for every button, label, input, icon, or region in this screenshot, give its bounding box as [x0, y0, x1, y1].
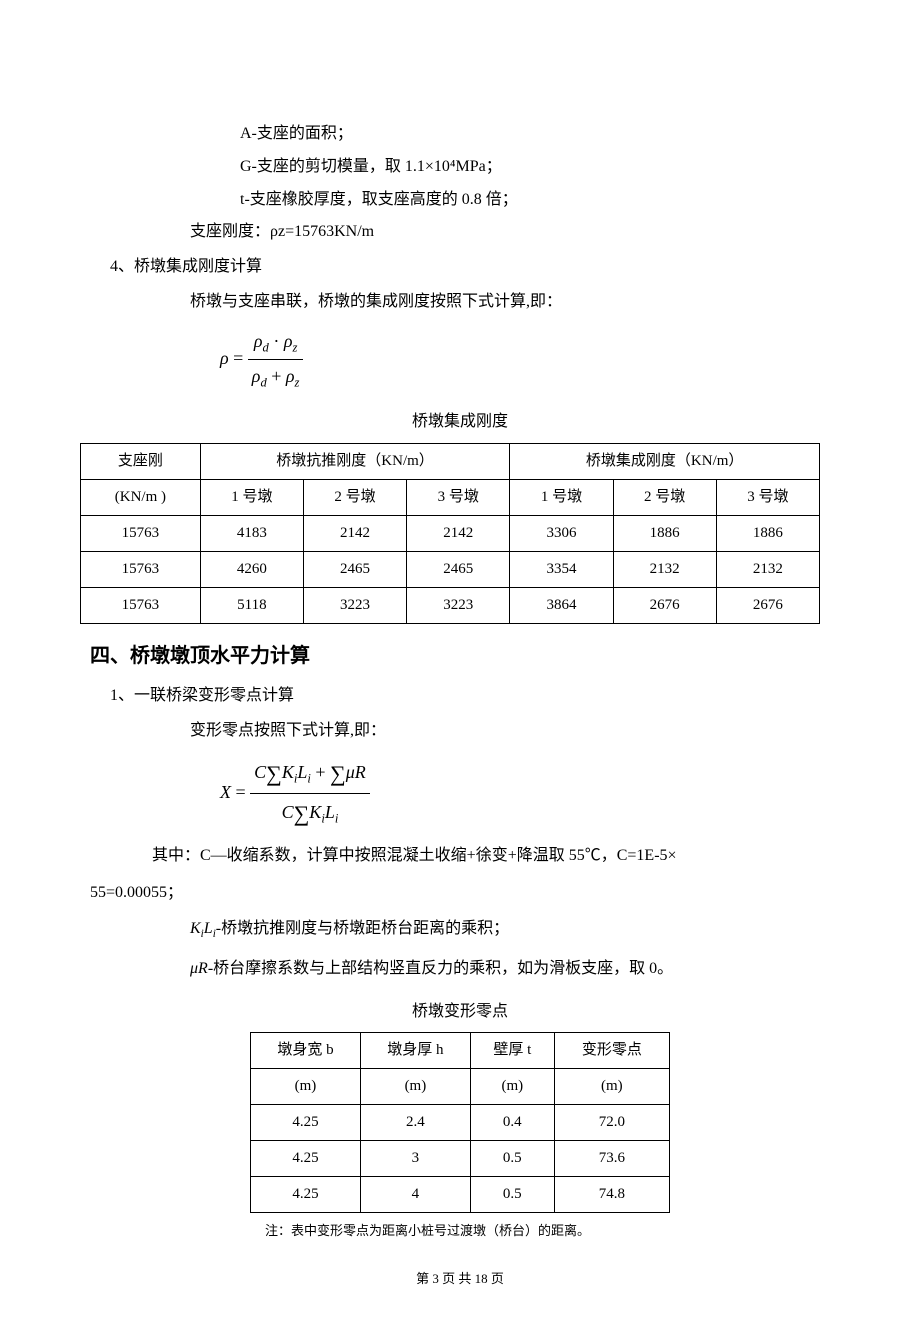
definition-t: t-支座橡胶厚度，取支座高度的 0.8 倍；: [90, 186, 830, 215]
t1-pier3a: 3 号墩: [407, 480, 510, 516]
t1-pier2a: 2 号墩: [303, 480, 406, 516]
table-row: 4.25 2.4 0.4 72.0: [251, 1105, 670, 1141]
t1-pier3b: 3 号墩: [716, 480, 819, 516]
table1-title: 桥墩集成刚度: [90, 408, 830, 437]
t1-pier1b: 1 号墩: [510, 480, 613, 516]
table-row: 15763 4183 2142 2142 3306 1886 1886: [81, 516, 820, 552]
stiffness-value: 支座刚度：ρz=15763KN/m: [90, 218, 830, 247]
t1-header-push: 桥墩抗推刚度（KN/m）: [200, 444, 510, 480]
t1-header-integrated: 桥墩集成刚度（KN/m）: [510, 444, 820, 480]
formula-x: X = C∑KiLi + ∑μR C∑KiLi: [90, 754, 830, 834]
t2-h2: 墩身厚 h: [360, 1033, 470, 1069]
t2-h3: 壁厚 t: [470, 1033, 554, 1069]
t2-u3: (m): [470, 1069, 554, 1105]
t2-h4: 变形零点: [554, 1033, 669, 1069]
section-4-title: 4、桥墩集成刚度计算: [90, 253, 830, 282]
heading-4: 四、桥墩墩顶水平力计算: [90, 638, 830, 674]
formula-rho: ρ = ρd · ρz ρd + ρz: [90, 325, 830, 395]
page-footer: 第 3 页 共 18 页: [90, 1267, 830, 1290]
table-row: 15763 5118 3223 3223 3864 2676 2676: [81, 588, 820, 624]
table-row: 15763 4260 2465 2465 3354 2132 2132: [81, 552, 820, 588]
explain-c-p1: 其中：C—收缩系数，计算中按照混凝土收缩+徐变+降温取 55℃，C=1E-5×: [90, 842, 830, 871]
table-row: 4.25 4 0.5 74.8: [251, 1177, 670, 1213]
explain-kl: KiLi-桥墩抗推刚度与桥墩距桥台距离的乘积；: [90, 915, 830, 944]
definition-g: G-支座的剪切模量，取 1.1×10⁴MPa；: [90, 153, 830, 182]
stiffness-table: 支座刚 桥墩抗推刚度（KN/m） 桥墩集成刚度（KN/m） (KN/m ) 1 …: [80, 443, 820, 624]
t1-header-support: 支座刚: [81, 444, 201, 480]
t1-pier1a: 1 号墩: [200, 480, 303, 516]
t2-h1: 墩身宽 b: [251, 1033, 361, 1069]
table-row: 4.25 3 0.5 73.6: [251, 1141, 670, 1177]
t2-u1: (m): [251, 1069, 361, 1105]
section-4-1-desc: 变形零点按照下式计算,即：: [90, 717, 830, 746]
t1-unit: (KN/m ): [81, 480, 201, 516]
section-4-desc: 桥墩与支座串联，桥墩的集成刚度按照下式计算,即：: [90, 288, 830, 317]
table2-title: 桥墩变形零点: [90, 998, 830, 1027]
definition-a: A-支座的面积；: [90, 120, 830, 149]
explain-c-p2: 55=0.00055；: [90, 879, 830, 908]
t1-pier2b: 2 号墩: [613, 480, 716, 516]
section-4-1-title: 1、一联桥梁变形零点计算: [90, 682, 830, 711]
t2-u4: (m): [554, 1069, 669, 1105]
table2-note: 注：表中变形零点为距离小桩号过渡墩（桥台）的距离。: [90, 1219, 830, 1242]
t2-u2: (m): [360, 1069, 470, 1105]
deformation-table: 墩身宽 b 墩身厚 h 壁厚 t 变形零点 (m) (m) (m) (m) 4.…: [250, 1032, 670, 1213]
explain-mr: μR-桥台摩擦系数与上部结构竖直反力的乘积，如为滑板支座，取 0。: [90, 955, 830, 984]
